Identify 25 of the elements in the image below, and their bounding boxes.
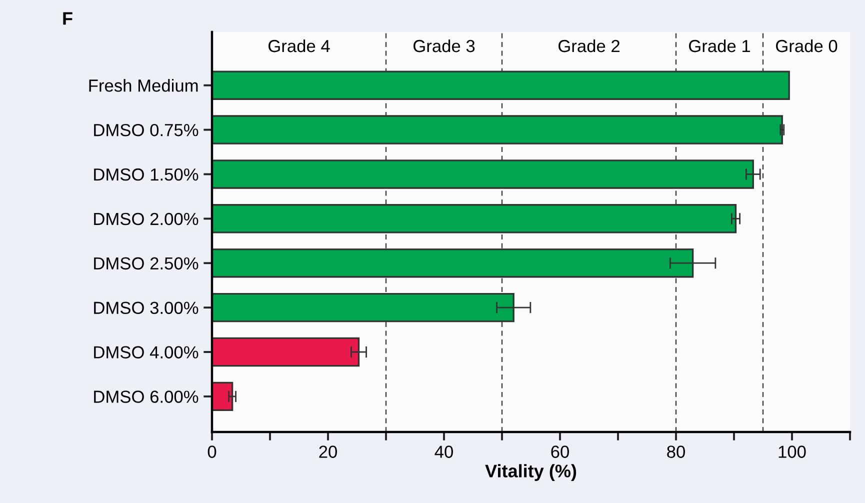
annotation: Grade 0 [776, 39, 838, 52]
x-axis-title: Vitality (%) [485, 464, 576, 481]
y-tick-label: DMSO 0.75% [94, 124, 198, 136]
x-tick-label: 40 [434, 446, 453, 458]
bar [212, 382, 234, 412]
bar [212, 70, 790, 100]
annotation: Grade 1 [689, 39, 750, 52]
x-tick-label: 100 [778, 446, 806, 458]
y-tick-label: DMSO 4.00% [94, 346, 198, 358]
y-tick-label: DMSO 6.00% [94, 390, 198, 403]
y-tick-label: DMSO 2.00% [94, 212, 198, 226]
annotation: Grade 3 [414, 39, 475, 52]
y-tick-label: Fresh Medium [89, 79, 198, 92]
x-tick-label: 0 [208, 446, 216, 458]
y-tick-label: DMSO 1.50% [94, 168, 198, 181]
x-tick-label: 20 [319, 446, 337, 458]
y-tick-label: DMSO 2.50% [94, 257, 198, 270]
text: F [63, 12, 72, 25]
bar [212, 115, 783, 144]
annotation: Grade 4 [268, 39, 330, 52]
y-tick-label: DMSO 3.00% [94, 302, 198, 314]
x-tick-label: 80 [667, 446, 685, 458]
bar [212, 204, 737, 234]
x-tick-label: 60 [551, 446, 569, 458]
annotation: Grade 2 [558, 39, 620, 52]
